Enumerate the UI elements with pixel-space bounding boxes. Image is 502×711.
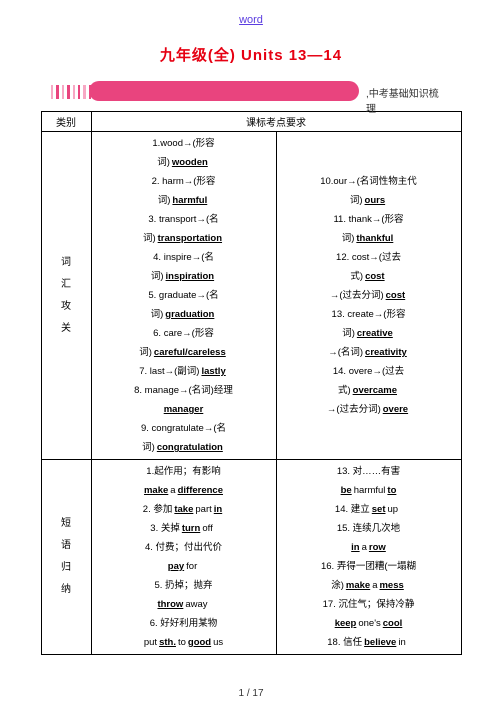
banner-pill xyxy=(89,81,359,101)
category-phrase: 短语归纳 xyxy=(41,460,91,655)
vocab-list-col1: 1.wood→(形容词)wooden2. harm→(形容词)harmful3.… xyxy=(91,132,276,460)
category-vocab: 词汇攻关 xyxy=(41,132,91,460)
header-link: word xyxy=(0,0,502,26)
phrase-list-col1: 1.起作用；有影响makeadifference2. 参加takepartin3… xyxy=(91,460,276,655)
table-header-category: 类别 xyxy=(41,112,91,132)
phrase-list-col2: 13. 对……有害beharmfulto14. 建立setup15. 连续几次地… xyxy=(276,460,461,655)
page-number: 1 / 17 xyxy=(0,688,502,699)
vocab-list-col2: 10.our→(名词性物主代词)ours11. thank→(形容词)thank… xyxy=(276,132,461,460)
banner-stripes-icon xyxy=(51,85,91,99)
content-table: 类别 课标考点要求 词汇攻关 1.wood→(形容词)wooden2. harm… xyxy=(41,111,462,655)
section-banner: ,中考基础知识梳理 xyxy=(61,79,441,103)
page-title: 九年级(全) Units 13—14 xyxy=(0,44,502,65)
banner-label: ,中考基础知识梳理 xyxy=(366,85,441,115)
